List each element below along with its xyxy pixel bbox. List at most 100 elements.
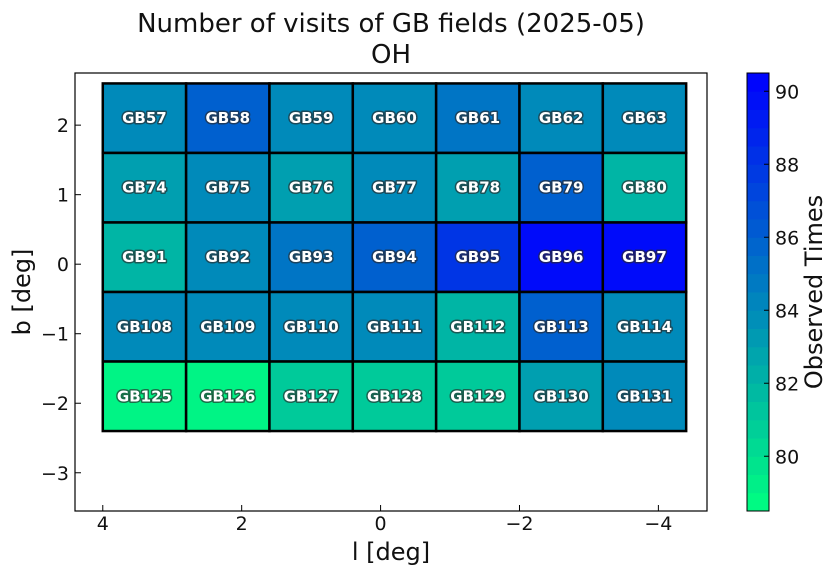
heatmap-cells bbox=[101, 82, 688, 433]
cell-label-gb112: GB112 bbox=[450, 318, 505, 336]
y-tick-label: 2 bbox=[57, 115, 69, 137]
y-tick-label: −3 bbox=[41, 463, 69, 485]
heatmap-cell-gb57 bbox=[101, 82, 188, 155]
colorbar-band bbox=[747, 200, 769, 220]
heatmap-cell-gb130 bbox=[518, 360, 605, 433]
cell-label-gb94: GB94 bbox=[372, 248, 417, 266]
cell-label-gb61: GB61 bbox=[456, 109, 501, 127]
y-axis-label: b [deg] bbox=[8, 249, 36, 336]
cell-label-gb75: GB75 bbox=[205, 179, 250, 197]
cell-label-gb110: GB110 bbox=[284, 318, 339, 336]
chart-subtitle: OH bbox=[371, 40, 411, 70]
x-tick-label: −4 bbox=[644, 513, 672, 535]
cell-label-gb125: GB125 bbox=[117, 387, 172, 405]
cell-label-gb80: GB80 bbox=[622, 179, 667, 197]
colorbar-band bbox=[747, 273, 769, 293]
heatmap-cell-gb62 bbox=[518, 82, 605, 155]
cell-label-gb113: GB113 bbox=[534, 318, 589, 336]
cell-label-gb95: GB95 bbox=[456, 248, 501, 266]
cell-label-gb97: GB97 bbox=[622, 248, 667, 266]
colorbar-band bbox=[747, 109, 769, 129]
cell-label-gb127: GB127 bbox=[284, 387, 339, 405]
colorbar-tick-label: 88 bbox=[775, 154, 799, 176]
x-tick-label: 2 bbox=[236, 513, 248, 535]
cell-label-gb126: GB126 bbox=[200, 387, 255, 405]
heatmap-cell-labels: GB57 GB58 GB59 GB60 GB61 GB62 GB63 GB74 GB75 GB76… bbox=[115, 108, 673, 407]
colorbar-band bbox=[747, 310, 769, 329]
cell-label-gb114: GB114 bbox=[617, 318, 672, 336]
colorbar-tick-label: 86 bbox=[775, 227, 799, 249]
heatmap-cell-gb58 bbox=[184, 82, 271, 155]
cell-label-gb91: GB91 bbox=[122, 248, 167, 266]
x-axis-ticks: 4 2 0 −2 −4 bbox=[97, 505, 672, 535]
colorbar-ticks: 80 82 84 86 88 90 bbox=[764, 81, 799, 468]
heatmap-cell-gb113 bbox=[518, 290, 605, 363]
cell-label-gb129: GB129 bbox=[450, 387, 505, 405]
cell-label-gb60: GB60 bbox=[372, 109, 417, 127]
colorbar-band bbox=[747, 219, 769, 238]
cell-label-gb131: GB131 bbox=[617, 387, 672, 405]
colorbar-band bbox=[747, 492, 769, 512]
heatmap-cell-gb125 bbox=[101, 360, 188, 433]
colorbar-tick-label: 82 bbox=[775, 373, 799, 395]
y-tick-label: 1 bbox=[57, 185, 69, 207]
colorbar-band bbox=[747, 383, 769, 402]
x-tick-label: 0 bbox=[375, 513, 387, 535]
x-tick-label: 4 bbox=[97, 513, 109, 535]
heatmap-cell-gb76 bbox=[268, 151, 355, 224]
chart-title: Number of visits of GB fields (2025-05) bbox=[137, 9, 645, 39]
colorbar-band bbox=[747, 474, 769, 494]
cell-label-gb109: GB109 bbox=[200, 318, 255, 336]
heatmap-cell-gb95 bbox=[434, 221, 521, 294]
heatmap-cell-gb131 bbox=[601, 360, 688, 433]
colorbar-band bbox=[747, 401, 769, 421]
colorbar-band bbox=[747, 127, 769, 147]
colorbar-bands bbox=[747, 73, 769, 512]
colorbar-tick-label: 84 bbox=[775, 300, 799, 322]
cell-label-gb77: GB77 bbox=[372, 179, 417, 197]
colorbar-band bbox=[747, 73, 769, 92]
heatmap-cell-gb127 bbox=[268, 360, 355, 433]
heatmap-cell-gb74 bbox=[101, 151, 188, 224]
heatmap-cell-gb108 bbox=[101, 290, 188, 363]
cell-label-gb93: GB93 bbox=[289, 248, 334, 266]
cell-label-gb58: GB58 bbox=[205, 109, 250, 127]
colorbar-band bbox=[747, 164, 769, 183]
cell-label-gb111: GB111 bbox=[367, 318, 422, 336]
cell-label-gb96: GB96 bbox=[539, 248, 584, 266]
colorbar-band bbox=[747, 91, 769, 110]
colorbar-band bbox=[747, 419, 769, 439]
colorbar-band bbox=[747, 438, 769, 457]
cell-label-gb62: GB62 bbox=[539, 109, 584, 127]
colorbar-band bbox=[747, 365, 769, 384]
cell-label-gb59: GB59 bbox=[289, 109, 334, 127]
colorbar-tick-label: 90 bbox=[775, 81, 799, 103]
heatmap-cell-gb78 bbox=[434, 151, 521, 224]
x-axis-label: l [deg] bbox=[352, 538, 430, 566]
plot-frame bbox=[74, 72, 708, 512]
cell-label-gb74: GB74 bbox=[122, 179, 167, 197]
y-tick-label: −1 bbox=[41, 324, 69, 346]
heatmap-cell-gb109 bbox=[184, 290, 271, 363]
heatmap-cell-gb97 bbox=[601, 221, 688, 294]
cell-label-gb78: GB78 bbox=[456, 179, 501, 197]
colorbar-band bbox=[747, 456, 769, 475]
x-tick-label: −2 bbox=[505, 513, 533, 535]
colorbar-band bbox=[747, 292, 769, 311]
y-axis-ticks: 2 1 0 −1 −2 −3 bbox=[41, 115, 81, 485]
cell-label-gb57: GB57 bbox=[122, 109, 167, 127]
heatmap-cell-gb96 bbox=[518, 221, 605, 294]
colorbar-tick-label: 80 bbox=[775, 446, 799, 468]
y-tick-label: 0 bbox=[57, 254, 69, 276]
colorbar-band bbox=[747, 182, 769, 202]
cell-label-gb108: GB108 bbox=[117, 318, 172, 336]
cell-label-gb128: GB128 bbox=[367, 387, 422, 405]
colorbar-band bbox=[747, 237, 769, 256]
cell-label-gb130: GB130 bbox=[534, 387, 589, 405]
heatmap-cell-gb80 bbox=[601, 151, 688, 224]
heatmap-cell-gb93 bbox=[268, 221, 355, 294]
cell-label-gb76: GB76 bbox=[289, 179, 334, 197]
colorbar-band bbox=[747, 346, 769, 366]
cell-label-gb92: GB92 bbox=[205, 248, 250, 266]
